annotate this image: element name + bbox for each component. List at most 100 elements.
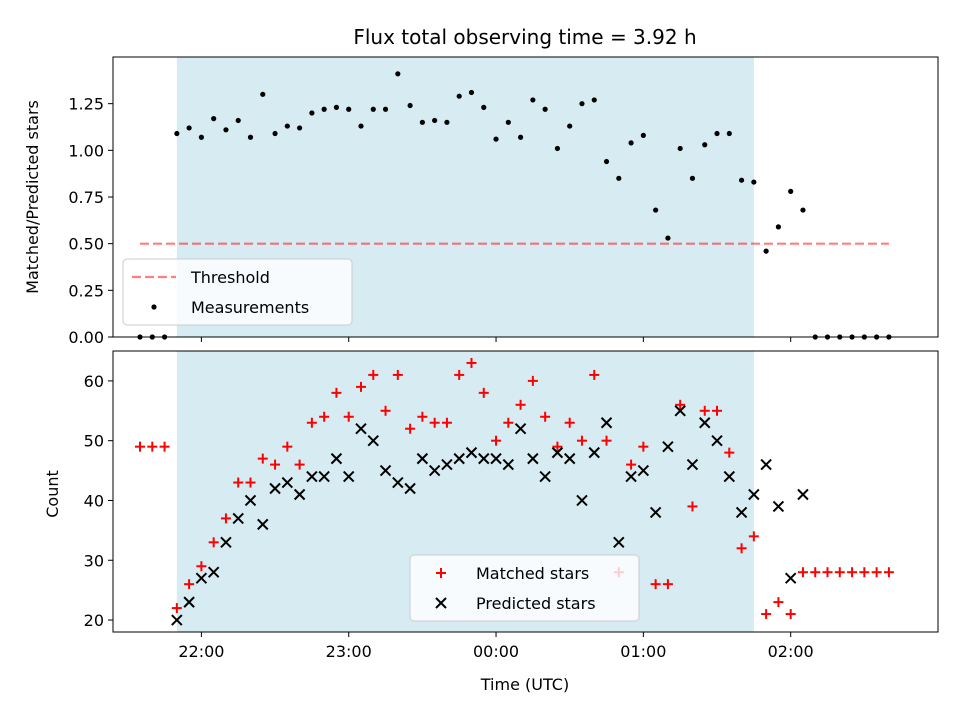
matched-star-point	[736, 543, 747, 554]
matched-star-point	[748, 531, 759, 542]
measurement-point	[628, 140, 634, 146]
predicted-star-point	[699, 417, 711, 429]
measurement-point	[346, 106, 352, 112]
predicted-star-point	[539, 470, 551, 483]
predicted-star-point	[306, 470, 318, 483]
predicted-star-point	[465, 446, 478, 459]
measurement-point	[689, 175, 696, 181]
count-x-tick-label: 00:00	[473, 642, 519, 661]
matched-star-point	[159, 441, 170, 452]
count-y-tick-label: 50	[84, 432, 104, 451]
measurement-point	[665, 235, 671, 241]
measurement-point	[395, 71, 401, 77]
predicted-star-point	[343, 470, 355, 483]
matched-star-point	[822, 567, 833, 578]
matched-star-point	[306, 417, 317, 428]
measurement-point	[419, 119, 425, 125]
matched-star-point	[319, 411, 330, 422]
predicted-star-point	[748, 488, 760, 501]
measurement-point	[591, 97, 597, 103]
matched-star-point	[245, 477, 256, 488]
predicted-star-point	[735, 506, 748, 519]
measurement-point	[444, 119, 450, 125]
matched-star-point	[355, 381, 366, 392]
measurement-point	[321, 106, 327, 112]
predicted-star-point	[453, 452, 465, 465]
predicted-star-point	[588, 446, 600, 459]
predicted-star-point	[367, 434, 379, 447]
measurement-point	[382, 106, 389, 112]
predicted-star-point	[797, 488, 809, 501]
predicted-star-point	[711, 434, 723, 447]
measurement-point	[284, 123, 290, 129]
measurement-point	[493, 136, 499, 142]
matched-star-point	[257, 453, 268, 464]
measurements-legend-swatch	[151, 304, 157, 310]
measurement-point	[468, 89, 475, 96]
measurement-point	[530, 97, 536, 103]
matched-star-point	[773, 597, 784, 608]
matched-star-point	[589, 369, 600, 380]
measurement-point	[235, 117, 241, 124]
measurement-point	[370, 106, 376, 112]
predicted-star-point	[183, 596, 195, 608]
ratio-y-tick-label: 1.25	[68, 95, 104, 114]
ratio-y-tick-label: 0.25	[68, 281, 104, 300]
matched-star-point	[847, 567, 858, 578]
ratio-y-tick-label: 0.00	[68, 328, 104, 347]
matched-star-point	[478, 387, 489, 398]
predicted-star-point	[576, 494, 588, 507]
measurement-point	[616, 175, 622, 181]
count-y-tick-label: 30	[84, 551, 104, 570]
predicted-star-point	[355, 423, 367, 435]
matched-star-point	[699, 405, 710, 416]
measurement-point	[297, 125, 303, 131]
measurement-point	[309, 110, 315, 116]
matched-star-point	[233, 477, 244, 488]
predicted-star-point	[490, 452, 502, 465]
predicted-star-point	[478, 452, 490, 465]
ratio-panel: 0.00 0.25 0.50 0.75 1.00 1.25 Matched/Predict…	[23, 56, 939, 347]
predicted-star-point	[257, 518, 269, 531]
measurement-point	[432, 117, 438, 124]
predicted-star-point	[232, 512, 244, 525]
matched-star-point	[515, 399, 526, 410]
predicted-star-point	[416, 452, 429, 465]
measurement-point	[272, 130, 278, 137]
count-legend: Matched stars Predicted stars	[409, 554, 640, 622]
measurement-point	[775, 224, 782, 230]
measurement-point	[505, 119, 511, 125]
predicted-star-point	[269, 482, 281, 495]
matched-star-point	[724, 447, 735, 458]
matched-star-point	[797, 567, 808, 578]
matched-star-point	[576, 435, 587, 446]
predicted-star-point	[441, 458, 453, 471]
count-x-tick-label: 02:00	[768, 642, 814, 661]
predicted-star-point	[404, 482, 416, 495]
predicted-star-point	[293, 488, 306, 501]
measurement-point	[358, 123, 364, 129]
ratio-y-tick-label: 0.50	[68, 235, 104, 254]
measurement-point	[800, 207, 806, 213]
matched-star-point	[368, 369, 379, 380]
matched-star-point	[208, 537, 219, 548]
count-y-tick-label: 20	[84, 611, 104, 630]
measurement-point	[567, 123, 573, 129]
x-axis-label: Time (UTC)	[480, 675, 569, 694]
matched-star-point	[454, 369, 465, 380]
measurement-point	[677, 145, 683, 152]
matched-star-point	[650, 579, 661, 590]
matched-star-point	[294, 459, 305, 470]
measurement-point	[517, 134, 524, 140]
predicted-star-point	[392, 476, 404, 489]
count-panel-frame	[112, 350, 939, 633]
matched-star-point	[601, 435, 612, 446]
count-panel: 20 30 40 50 60 22:00 23:00 00:00 01:00 02:00 Cou…	[43, 350, 939, 694]
matched-star-point	[883, 567, 894, 578]
matched-star-point	[491, 435, 502, 446]
predicted-star-point	[637, 464, 650, 477]
matched-star-point	[527, 375, 538, 386]
matched-star-point	[392, 369, 403, 380]
measurements-legend-label: Measurements	[191, 298, 309, 317]
